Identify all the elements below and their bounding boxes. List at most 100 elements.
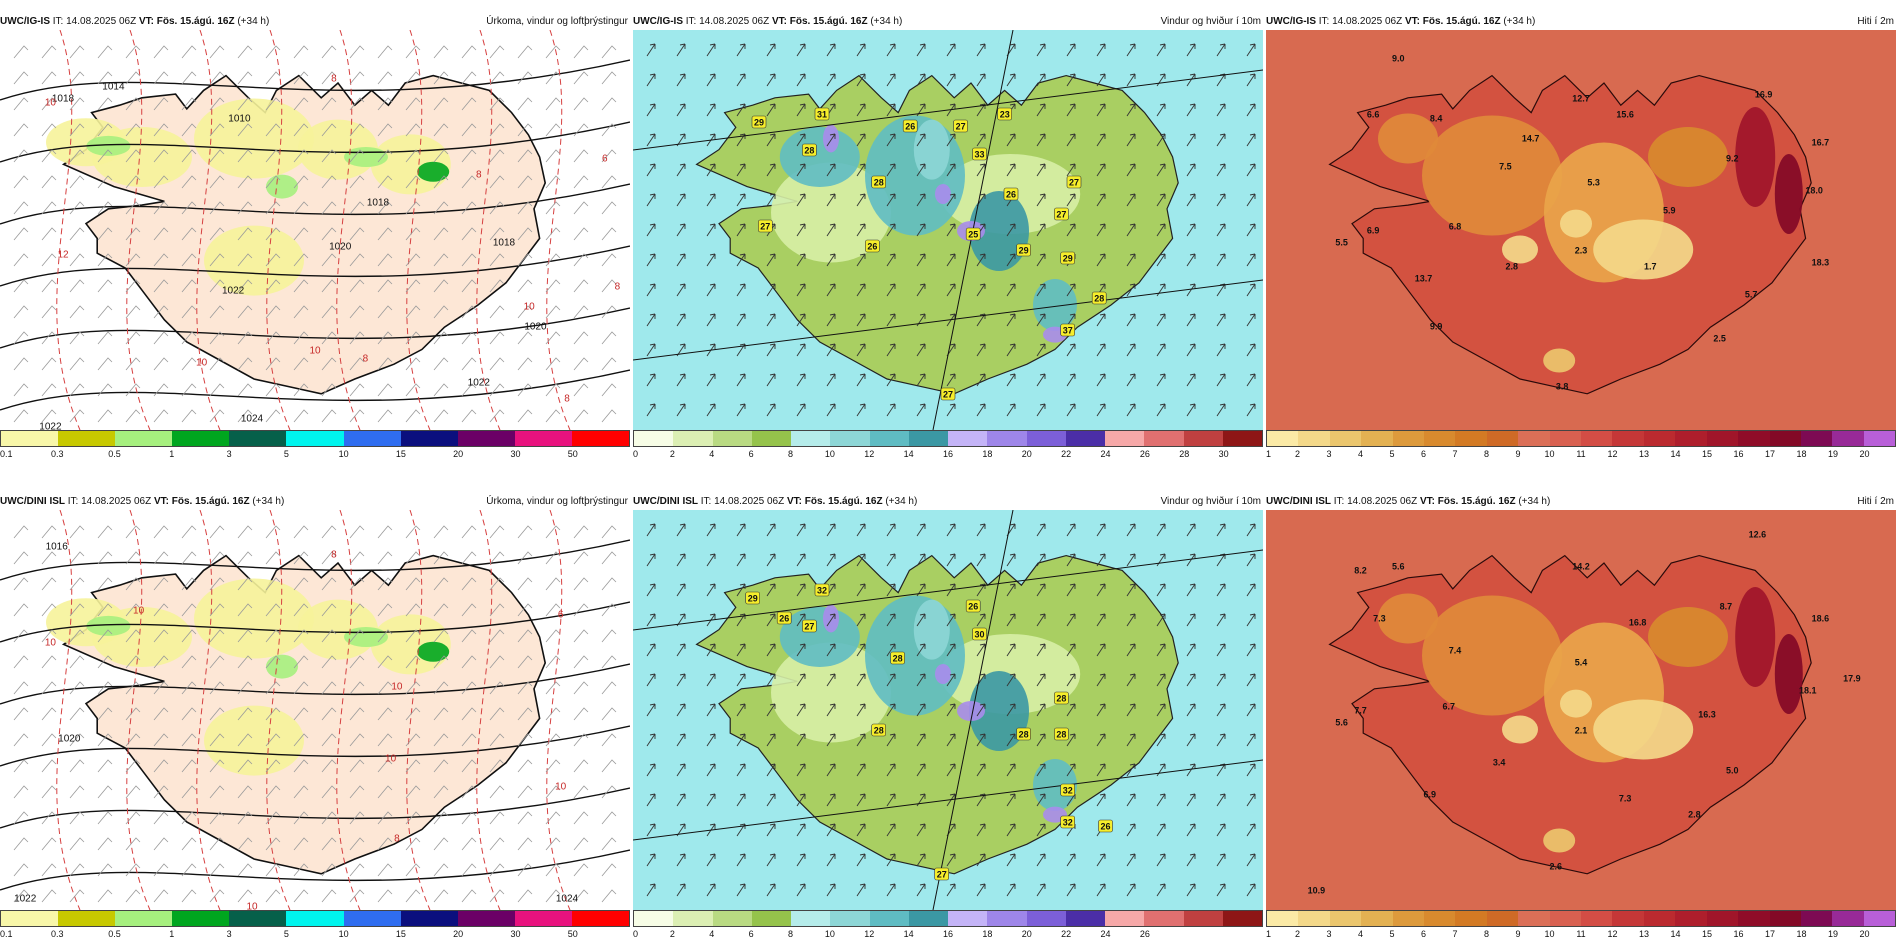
wind-barb bbox=[489, 577, 505, 591]
wind-barb bbox=[349, 97, 365, 111]
temperature-area bbox=[1735, 587, 1776, 687]
wind-barb bbox=[405, 253, 421, 267]
wind-barb bbox=[461, 603, 477, 617]
wind-barb bbox=[265, 603, 281, 617]
wind-arrow bbox=[976, 73, 986, 87]
wind-barb bbox=[97, 201, 113, 215]
wind-barb bbox=[517, 837, 533, 851]
wind-arrow bbox=[1126, 133, 1136, 147]
wind-barb bbox=[601, 227, 617, 241]
wind-barb bbox=[489, 837, 505, 851]
wind-barb bbox=[181, 383, 197, 397]
wind-arrow bbox=[1186, 313, 1196, 327]
gust-label-box bbox=[802, 143, 817, 157]
wind-arrow bbox=[796, 673, 806, 687]
gust-value-label: 32 bbox=[1063, 786, 1073, 796]
wind-barb bbox=[573, 71, 589, 85]
wind-arrow bbox=[1246, 703, 1256, 717]
isobar-line bbox=[0, 121, 630, 163]
wind-barb bbox=[237, 785, 253, 799]
colorbar-cell bbox=[1183, 911, 1223, 926]
gust-value-label: 27 bbox=[804, 622, 814, 632]
wind-arrow bbox=[916, 643, 926, 657]
temperature-value-label: 3.8 bbox=[1556, 382, 1569, 392]
vt-label: VT: bbox=[786, 496, 802, 507]
wind-arrow bbox=[1036, 853, 1046, 867]
wind-barb bbox=[601, 201, 617, 215]
wind-arrow bbox=[706, 73, 716, 87]
wind-barb bbox=[41, 655, 57, 669]
wind-speed-area bbox=[935, 664, 951, 684]
colorbar-cell bbox=[1612, 431, 1644, 446]
wind-arrow bbox=[646, 853, 656, 867]
wind-arrow bbox=[916, 163, 926, 177]
wind-arrow bbox=[676, 523, 686, 537]
panel-header: UWC/IG-IS IT: 14.08.2025 06Z VT: Fös. 15… bbox=[633, 14, 1263, 30]
wind-barb bbox=[181, 863, 197, 877]
wind-barb bbox=[405, 759, 421, 773]
wind-barb bbox=[13, 279, 29, 293]
forecast-map[interactable]: 1018 10 1014 8 1010 1018 1020 1022 12 8 6 1018 8 10 10… bbox=[0, 30, 630, 430]
wind-barb bbox=[321, 357, 337, 371]
colorbar-tick-label: 5 bbox=[1389, 929, 1395, 939]
wind-arrow bbox=[916, 373, 926, 387]
wind-arrow bbox=[946, 613, 956, 627]
colorbar-cell bbox=[514, 431, 572, 446]
wind-barb bbox=[517, 681, 533, 695]
wind-barb bbox=[545, 71, 561, 85]
wind-arrow bbox=[1156, 763, 1166, 777]
wind-arrow bbox=[706, 883, 716, 897]
wind-arrow bbox=[706, 253, 716, 267]
forecast-map[interactable]: 9.0 6.6 8.4 12.7 15.6 16.9 14.7 16.7 7.5 5.3 9.2 18… bbox=[1266, 30, 1896, 430]
gust-value-label: 26 bbox=[905, 122, 915, 132]
colorbar-cell bbox=[1144, 431, 1184, 446]
forecast-map[interactable]: 1016 8 10 10 6 1020 10 10 8 10 1022 10 1024 bbox=[0, 510, 630, 910]
wind-arrow bbox=[976, 523, 986, 537]
wind-barb bbox=[489, 629, 505, 643]
colorbar-tick-label: 5 bbox=[283, 449, 289, 459]
gust-label-box bbox=[1016, 243, 1031, 257]
wind-barb bbox=[125, 603, 141, 617]
wind-barb bbox=[377, 837, 393, 851]
temperature-value-label: 7.4 bbox=[1449, 646, 1462, 656]
wind-barb bbox=[545, 603, 561, 617]
wind-barb bbox=[125, 551, 141, 565]
wind-barb bbox=[321, 71, 337, 85]
wind-barb bbox=[97, 785, 113, 799]
wind-arrow bbox=[946, 43, 956, 57]
wind-arrow bbox=[826, 223, 836, 237]
gust-value-label: 26 bbox=[1006, 190, 1016, 200]
wind-arrow bbox=[886, 793, 896, 807]
wind-arrow bbox=[1216, 613, 1226, 627]
wind-arrow bbox=[1066, 763, 1076, 777]
forecast-map[interactable]: 29 31 26 27 23 28 33 28 26 27 27 27 25 29 29 26 28 37 27 bbox=[633, 30, 1263, 430]
wind-barb bbox=[41, 383, 57, 397]
wind-arrow bbox=[916, 343, 926, 357]
wind-barb bbox=[153, 201, 169, 215]
colorbar-tick-label: 2 bbox=[669, 929, 675, 939]
wind-arrow bbox=[1096, 643, 1106, 657]
wind-barb bbox=[13, 149, 29, 163]
wind-arrow bbox=[1246, 583, 1256, 597]
forecast-map[interactable]: 32 29 26 27 26 30 28 28 28 28 28 32 32 26 27 bbox=[633, 510, 1263, 910]
wind-arrow bbox=[1246, 793, 1256, 807]
wind-barb bbox=[293, 837, 309, 851]
wind-barb bbox=[601, 577, 617, 591]
vt-label: VT: bbox=[153, 496, 169, 507]
wind-arrow bbox=[1156, 253, 1166, 267]
wind-barb bbox=[405, 279, 421, 293]
wind-barb bbox=[349, 71, 365, 85]
wind-barb bbox=[349, 863, 365, 877]
wind-barb bbox=[517, 577, 533, 591]
wind-arrow bbox=[646, 763, 656, 777]
temperature-area bbox=[1593, 699, 1694, 760]
forecast-map[interactable]: 12.6 8.2 5.6 14.2 7.3 16.8 8.7 18.6 7.4 5.4 17.9 18… bbox=[1266, 510, 1896, 910]
wind-barb bbox=[433, 357, 449, 371]
wind-arrow bbox=[826, 853, 836, 867]
wind-barb bbox=[125, 331, 141, 345]
colorbar-tick-label: 18 bbox=[982, 929, 993, 939]
wind-barb bbox=[237, 123, 253, 137]
wind-barb bbox=[293, 71, 309, 85]
colorbar-tick-label: 5 bbox=[1389, 449, 1395, 459]
wind-arrow bbox=[676, 193, 686, 207]
